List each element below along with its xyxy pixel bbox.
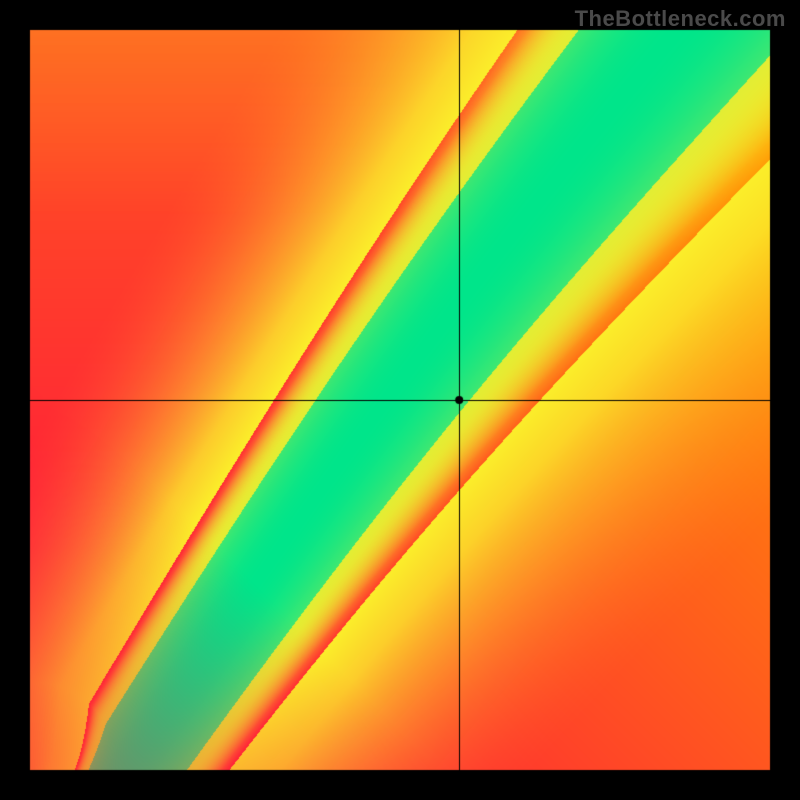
watermark-text: TheBottleneck.com (575, 6, 786, 32)
chart-container: TheBottleneck.com (0, 0, 800, 800)
bottleneck-heatmap-canvas (0, 0, 800, 800)
